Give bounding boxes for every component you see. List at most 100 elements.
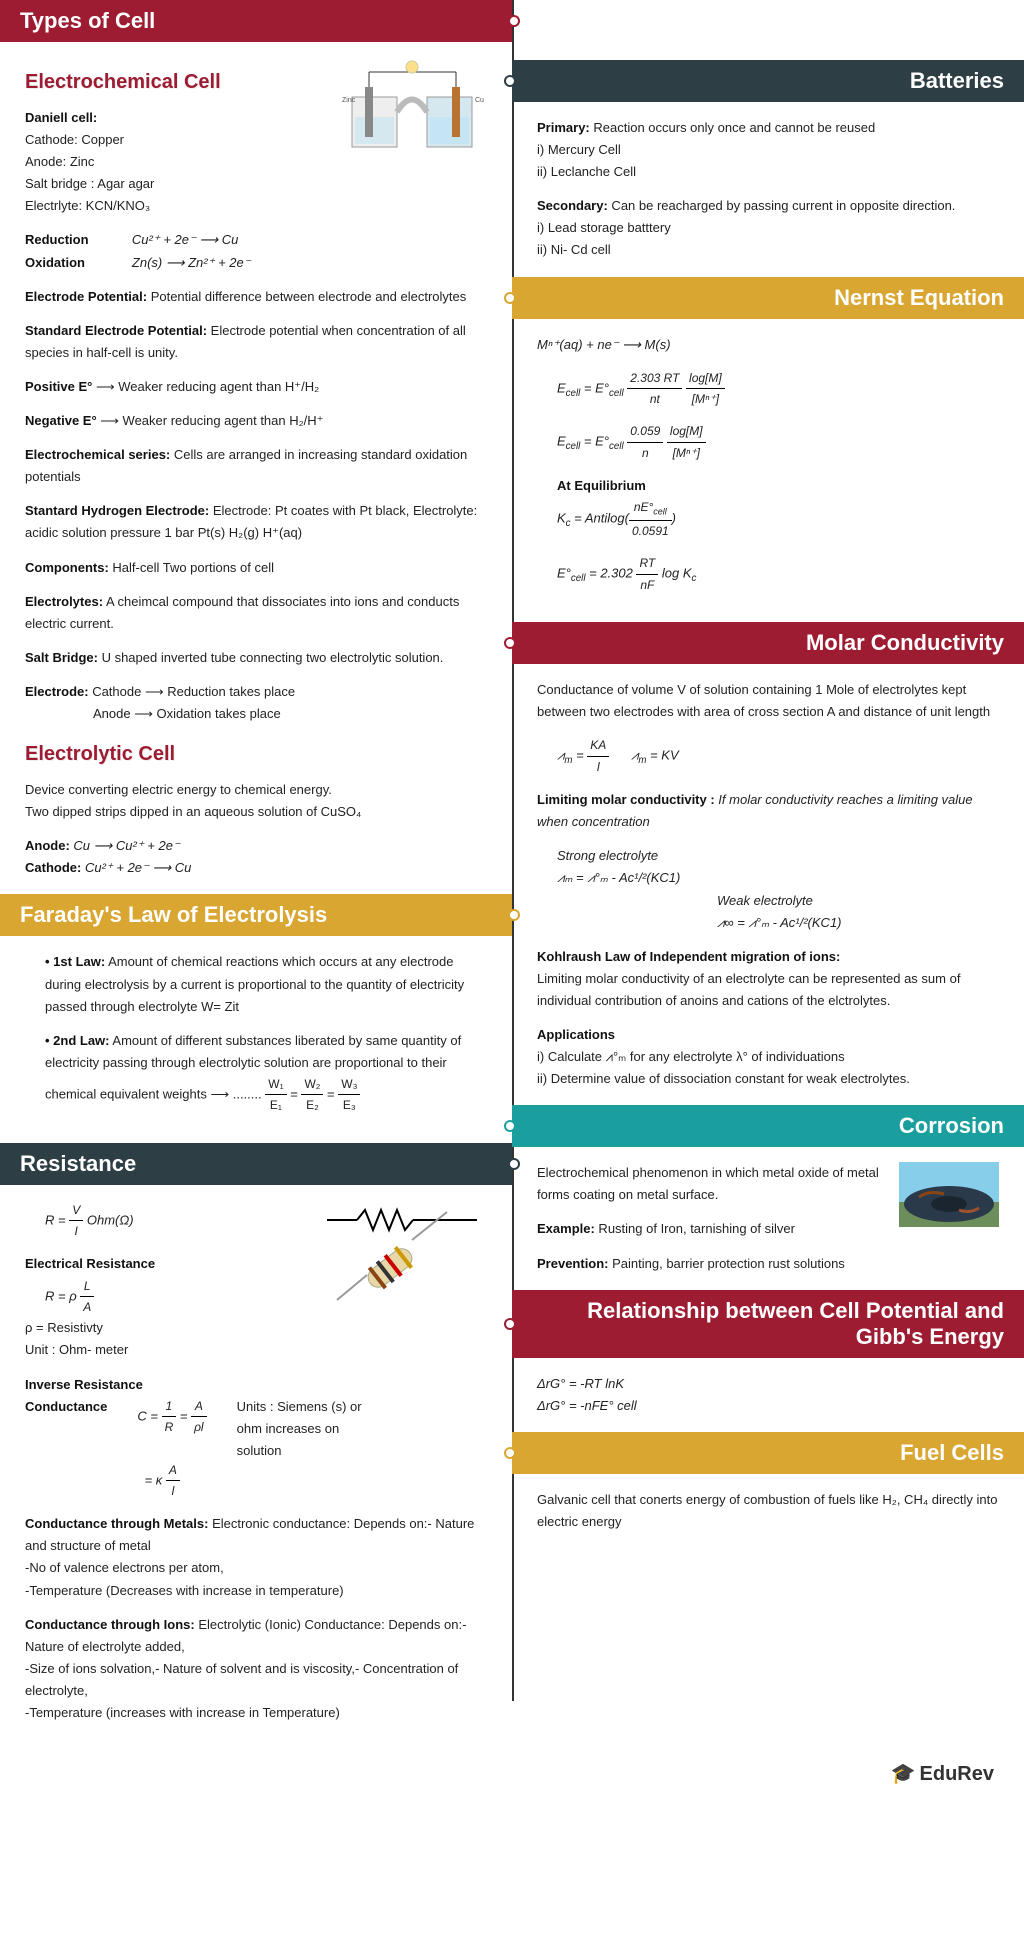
- header-text: Batteries: [910, 68, 1004, 93]
- header-text: Molar Conductivity: [806, 630, 1004, 655]
- ely: Electrolytes: A cheimcal compound that d…: [25, 591, 487, 635]
- batteries-body: Primary: Reaction occurs only once and c…: [512, 112, 1024, 277]
- secondary: Secondary: Can be reacharged by passing …: [537, 195, 999, 217]
- gibbs-eq2: ΔrG° = -nFE° cell: [537, 1395, 999, 1417]
- faraday-body: • 1st Law: Amount of chemical reactions …: [0, 946, 512, 1142]
- p2: ii) Leclanche Cell: [537, 161, 999, 183]
- kc-eq: Kc = Antilog(nE°cell0.0591): [537, 497, 999, 541]
- ir-h: Inverse Resistance: [25, 1377, 143, 1392]
- sep: Standard Electrode Potential: Electrode …: [25, 320, 487, 364]
- ci: Conductance through Ions: Electrolytic (…: [25, 1614, 487, 1724]
- resistance-header: Resistance: [0, 1143, 512, 1185]
- header-dot: [508, 909, 520, 921]
- right-column: Batteries Primary: Reaction occurs only …: [512, 0, 1024, 1751]
- ox-h: Oxidation: [25, 255, 85, 270]
- weak: Weak electrolyte ⩘∞ = ⩘°ₘ - Ac¹/²(KC1): [537, 890, 999, 934]
- header-text: Nernst Equation: [834, 285, 1004, 310]
- neg-h: Negative E°: [25, 413, 97, 428]
- ec-anode: Anode: Cu ⟶ Cu²⁺ + 2e⁻: [25, 835, 487, 857]
- comp-h: Components:: [25, 560, 109, 575]
- electrolytic-subtitle: Electrolytic Cell: [25, 737, 487, 771]
- fuel-header: Fuel Cells: [512, 1432, 1024, 1474]
- s1: i) Lead storage batttery: [537, 217, 999, 239]
- law1-h: • 1st Law:: [45, 954, 105, 969]
- molar-header: Molar Conductivity: [512, 622, 1024, 664]
- app-h: Applications: [537, 1027, 615, 1042]
- ec-an-eq: Cu ⟶ Cu²⁺ + 2e⁻: [70, 838, 180, 853]
- law1-t: Amount of chemical reactions which occur…: [45, 954, 464, 1013]
- el-h: Electrode:: [25, 684, 89, 699]
- weak-h: Weak electrolyte: [717, 893, 813, 908]
- header-text: Fuel Cells: [900, 1440, 1004, 1465]
- nernst-eq1: Ecell = E°cell 2.303 RTnt log[M][Mⁿ⁺]: [537, 368, 999, 410]
- header-dot: [504, 1120, 516, 1132]
- law2-h: • 2nd Law:: [45, 1033, 110, 1048]
- law1: • 1st Law: Amount of chemical reactions …: [25, 951, 487, 1017]
- unit: Unit : Ohm- meter: [25, 1339, 487, 1361]
- comp-t: Half-cell Two portions of cell: [109, 560, 274, 575]
- ec-an-h: Anode:: [25, 838, 70, 853]
- ep-t: Potential difference between electrode a…: [147, 289, 466, 304]
- app2: ii) Determine value of dissociation cons…: [537, 1068, 999, 1090]
- equil-h: At Equilibrium: [537, 478, 646, 493]
- pos-h: Positive E°: [25, 379, 92, 394]
- logo-text: EduRev: [920, 1763, 994, 1785]
- electrolyte: Electrlyte: KCN/KNO₃: [25, 198, 150, 213]
- types-body: Zinc Cu Electrochemical Cell Daniell cel…: [0, 52, 512, 894]
- s2: ii) Ni- Cd cell: [537, 239, 999, 261]
- sb-t: U shaped inverted tube connecting two el…: [98, 650, 443, 665]
- series: Electrochemical series: Cells are arrang…: [25, 444, 487, 488]
- ex-t: Rusting of Iron, tarnishing of silver: [595, 1221, 795, 1236]
- ser-h: Electrochemical series:: [25, 447, 170, 462]
- cm-b1: -No of valence electrons per atom,: [25, 1560, 224, 1575]
- comp: Components: Half-cell Two portions of ce…: [25, 557, 487, 579]
- nernst-eq2: Ecell = E°cell 0.059n log[M][Mⁿ⁺]: [537, 421, 999, 463]
- header-text: Corrosion: [899, 1113, 1004, 1138]
- fuel-body: Galvanic cell that conerts energy of com…: [512, 1484, 1024, 1548]
- cm: Conductance through Metals: Electronic c…: [25, 1513, 487, 1601]
- law2-frac1: W₁E₁: [265, 1074, 286, 1116]
- left-column: Types of Cell Zinc Cu Electrochemical Ce…: [0, 0, 512, 1751]
- ep-h: Electrode Potential:: [25, 289, 147, 304]
- header-text: Types of Cell: [20, 8, 155, 33]
- nernst-rxn: Mⁿ⁺(aq) + ne⁻ ⟶ M(s): [537, 334, 999, 356]
- corr-def: Electrochemical phenomenon in which meta…: [537, 1162, 887, 1206]
- nernst-body: Mⁿ⁺(aq) + ne⁻ ⟶ M(s) Ecell = E°cell 2.30…: [512, 329, 1024, 623]
- er-h: Electrical Resistance: [25, 1256, 155, 1271]
- el-a: Anode ⟶ Oxidation takes place: [25, 706, 281, 721]
- ci-b1: -Size of ions solvation,- Nature of solv…: [25, 1661, 458, 1698]
- nernst-header: Nernst Equation: [512, 277, 1024, 319]
- p1: i) Mercury Cell: [537, 139, 999, 161]
- svg-text:Zinc: Zinc: [342, 97, 356, 104]
- spacer: [512, 0, 1024, 60]
- primary: Primary: Reaction occurs only once and c…: [537, 117, 999, 139]
- ely-h: Electrolytes:: [25, 594, 103, 609]
- prev-t: Painting, barrier protection rust soluti…: [609, 1256, 845, 1271]
- daniell-cell-diagram: Zinc Cu: [337, 57, 487, 157]
- resistor-diagram: [317, 1200, 487, 1310]
- s-t: Can be reacharged by passing current in …: [608, 198, 956, 213]
- prev-h: Prevention:: [537, 1256, 609, 1271]
- ci-h: Conductance through Ions:: [25, 1617, 195, 1632]
- ec-l1: Device converting electric energy to che…: [25, 779, 487, 801]
- gibbs-header: Relationship between Cell Potential and …: [512, 1290, 1024, 1358]
- strong-eq: ⩘ₘ = ⩘°ₘ - Ac¹/²(KC1): [557, 870, 680, 885]
- gibbs-body: ΔrG° = -RT lnK ΔrG° = -nFE° cell: [512, 1368, 1024, 1432]
- header-dot: [504, 292, 516, 304]
- faraday-header: Faraday's Law of Electrolysis: [0, 894, 512, 936]
- cond-h: Conductance: [25, 1396, 107, 1418]
- cond-eq: C = 1R = Aρl = κ Al: [137, 1396, 206, 1502]
- strong: Strong electrolyte ⩘ₘ = ⩘°ₘ - Ac¹/²(KC1): [537, 845, 999, 889]
- ep: Electrode Potential: Potential differenc…: [25, 286, 487, 308]
- p-t: Reaction occurs only once and cannot be …: [590, 120, 875, 135]
- types-of-cell-header: Types of Cell: [0, 0, 512, 42]
- redox-block: Reduction Cu²⁺ + 2e⁻ ⟶ Cu Oxidation Zn(s…: [25, 229, 487, 273]
- she-h: Stantard Hydrogen Electrode:: [25, 503, 209, 518]
- cm-h: Conductance through Metals:: [25, 1516, 208, 1531]
- kohl-t: Limiting molar conductivity of an electr…: [537, 971, 960, 1008]
- corrosion-header: Corrosion: [512, 1105, 1024, 1147]
- kohl: Kohlraush Law of Independent migration o…: [537, 946, 999, 1012]
- app1: i) Calculate ⩘°ₘ for any electrolyte λ° …: [537, 1046, 999, 1068]
- header-text: Faraday's Law of Electrolysis: [20, 902, 327, 927]
- header-dot: [504, 1318, 516, 1330]
